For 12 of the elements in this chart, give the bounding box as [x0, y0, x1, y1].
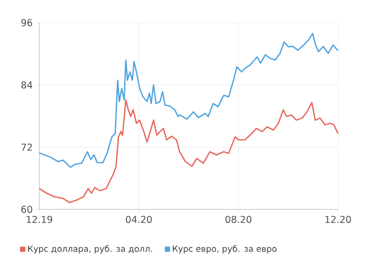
legend-label: Курс евро, руб. за евро	[172, 245, 276, 254]
x-tick-label: 08.20	[226, 216, 252, 223]
x-tick-label: 12.20	[326, 216, 351, 223]
legend-label: Курс доллара, руб. за долл.	[28, 245, 152, 254]
y-tick-label: 96	[21, 19, 32, 26]
x-tick-label: 12.19	[26, 216, 52, 223]
y-tick-label: 84	[21, 81, 32, 88]
line-series	[38, 32, 339, 168]
y-tick-label: 60	[21, 206, 32, 213]
y-tick-label: 72	[22, 144, 32, 151]
x-tick-label: 04.20	[126, 216, 152, 223]
line-series	[38, 99, 339, 204]
